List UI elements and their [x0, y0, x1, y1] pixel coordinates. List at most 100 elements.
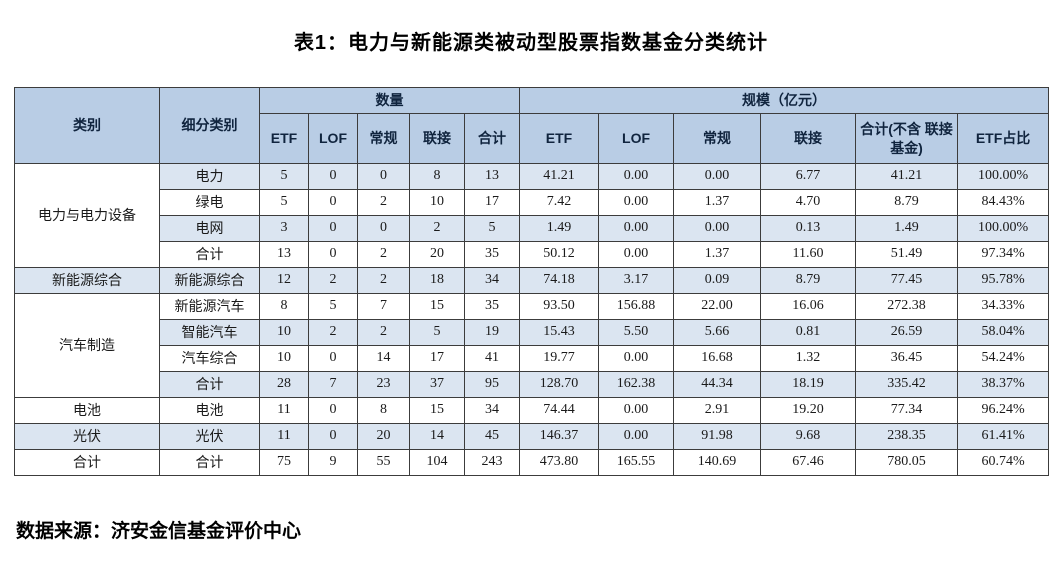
value-cell: 9.68: [760, 423, 857, 450]
value-cell: 1.37: [673, 189, 762, 216]
header-columns-row: ETF LOF 常规 联接 合计 ETF LOF 常规 联接 合计(不含 联接基…: [15, 113, 1050, 164]
subcategory-cell: 光伏: [159, 423, 260, 450]
table-body: 电力与电力设备 电力 5 0 0 8 13 41.21 0.00 0.00 6.77 41.21 100…: [14, 163, 1050, 476]
value-cell: 17: [463, 189, 521, 216]
value-cell: 0: [308, 397, 358, 424]
value-cell: 2: [357, 241, 410, 268]
value-cell: 5.66: [673, 319, 762, 346]
value-cell: 34.33%: [957, 293, 1050, 320]
value-cell: 140.69: [673, 449, 762, 476]
value-cell: 51.49: [855, 241, 959, 268]
value-cell: 54.24%: [957, 345, 1050, 372]
category-cell: 电池: [14, 397, 160, 424]
category-cell: 汽车制造: [14, 293, 160, 398]
value-cell: 17: [409, 345, 465, 372]
category-cell: 新能源综合: [14, 267, 160, 294]
value-cell: 1.49: [519, 215, 600, 242]
value-cell: 2: [409, 215, 465, 242]
value-cell: 4.70: [760, 189, 857, 216]
value-cell: 165.55: [598, 449, 675, 476]
value-cell: 41.21: [519, 163, 600, 190]
subcategory-cell: 电池: [159, 397, 260, 424]
value-cell: 77.45: [855, 267, 959, 294]
value-cell: 67.46: [760, 449, 857, 476]
value-cell: 6.77: [760, 163, 857, 190]
value-cell: 162.38: [598, 371, 675, 398]
table-header: 类别 细分类别 数量 规模（亿元） ETF LOF 常规 联接 合计 ETF L…: [14, 87, 1050, 164]
value-cell: 0.00: [598, 215, 675, 242]
value-cell: 7.42: [519, 189, 600, 216]
value-cell: 77.34: [855, 397, 959, 424]
value-cell: 11: [259, 423, 309, 450]
value-cell: 156.88: [598, 293, 675, 320]
value-cell: 7: [308, 371, 358, 398]
subcategory-cell: 合计: [159, 371, 260, 398]
value-cell: 38.37%: [957, 371, 1050, 398]
subcategory-cell: 智能汽车: [159, 319, 260, 346]
value-cell: 22.00: [673, 293, 762, 320]
value-cell: 97.34%: [957, 241, 1050, 268]
value-cell: 26.59: [855, 319, 959, 346]
header-qty-lof: LOF: [308, 113, 358, 164]
value-cell: 1.37: [673, 241, 762, 268]
header-etf-ratio: ETF占比: [957, 113, 1050, 164]
value-cell: 0.81: [760, 319, 857, 346]
value-cell: 2: [357, 267, 410, 294]
value-cell: 16.68: [673, 345, 762, 372]
value-cell: 0: [357, 163, 410, 190]
header-scale-etf: ETF: [519, 113, 600, 164]
value-cell: 28: [259, 371, 309, 398]
value-cell: 18: [409, 267, 465, 294]
fund-classification-table: 类别 细分类别 数量 规模（亿元） ETF LOF 常规 联接 合计 ETF L…: [14, 87, 1050, 476]
value-cell: 0.00: [673, 163, 762, 190]
value-cell: 5: [259, 189, 309, 216]
value-cell: 5: [308, 293, 358, 320]
value-cell: 19: [463, 319, 521, 346]
data-source: 数据来源：济安金信基金评价中心: [16, 521, 302, 542]
subcategory-cell: 汽车综合: [159, 345, 260, 372]
value-cell: 8: [409, 163, 465, 190]
value-cell: 0: [308, 189, 358, 216]
header-group-row: 类别 细分类别 数量 规模（亿元）: [14, 87, 1050, 164]
table-row: 绿电 5 0 2 10 17 7.42 0.00 1.37 4.70 8.79 84.43%: [15, 189, 1050, 216]
value-cell: 95.78%: [957, 267, 1050, 294]
value-cell: 272.38: [855, 293, 959, 320]
header-subcategory: 细分类别: [159, 87, 260, 164]
value-cell: 0: [308, 163, 358, 190]
subcategory-cell: 新能源综合: [159, 267, 260, 294]
value-cell: 74.18: [519, 267, 600, 294]
header-qty-total: 合计: [463, 113, 521, 164]
table-row: 合计 合计 75 9 55 104 243 473.80 165.55 140.69 67.46 78…: [14, 449, 1050, 476]
header-scale-feeder: 联接: [760, 113, 857, 164]
value-cell: 15: [409, 397, 465, 424]
value-cell: 0.00: [598, 345, 675, 372]
value-cell: 95: [463, 371, 521, 398]
table-title: 表1：电力与新能源类被动型股票指数基金分类统计: [293, 32, 769, 54]
value-cell: 0.13: [760, 215, 857, 242]
value-cell: 61.41%: [957, 423, 1050, 450]
category-cell: 合计: [14, 449, 160, 476]
value-cell: 238.35: [855, 423, 959, 450]
value-cell: 18.19: [760, 371, 857, 398]
value-cell: 0.09: [673, 267, 762, 294]
value-cell: 11: [259, 397, 309, 424]
table-row: 智能汽车 10 2 2 5 19 15.43 5.50 5.66 0.81 26.59 58.04%: [15, 319, 1050, 346]
table-row: 合计 13 0 2 20 35 50.12 0.00 1.37 11.60 51.49 97.34%: [15, 241, 1050, 268]
header-category: 类别: [14, 87, 160, 164]
value-cell: 0: [308, 215, 358, 242]
value-cell: 15: [409, 293, 465, 320]
header-scale-regular: 常规: [673, 113, 762, 164]
value-cell: 74.44: [519, 397, 600, 424]
value-cell: 35: [463, 241, 521, 268]
value-cell: 19.20: [760, 397, 857, 424]
value-cell: 35: [463, 293, 521, 320]
value-cell: 36.45: [855, 345, 959, 372]
value-cell: 37: [409, 371, 465, 398]
header-qty-feeder: 联接: [409, 113, 465, 164]
table-row: 光伏 光伏 11 0 20 14 45 146.37 0.00 91.98 9.68 238.35 61…: [14, 423, 1050, 450]
value-cell: 100.00%: [957, 163, 1050, 190]
subcategory-cell: 合计: [159, 449, 260, 476]
value-cell: 13: [463, 163, 521, 190]
header-scale-total: 合计(不含 联接基金): [855, 113, 959, 164]
value-cell: 10: [409, 189, 465, 216]
